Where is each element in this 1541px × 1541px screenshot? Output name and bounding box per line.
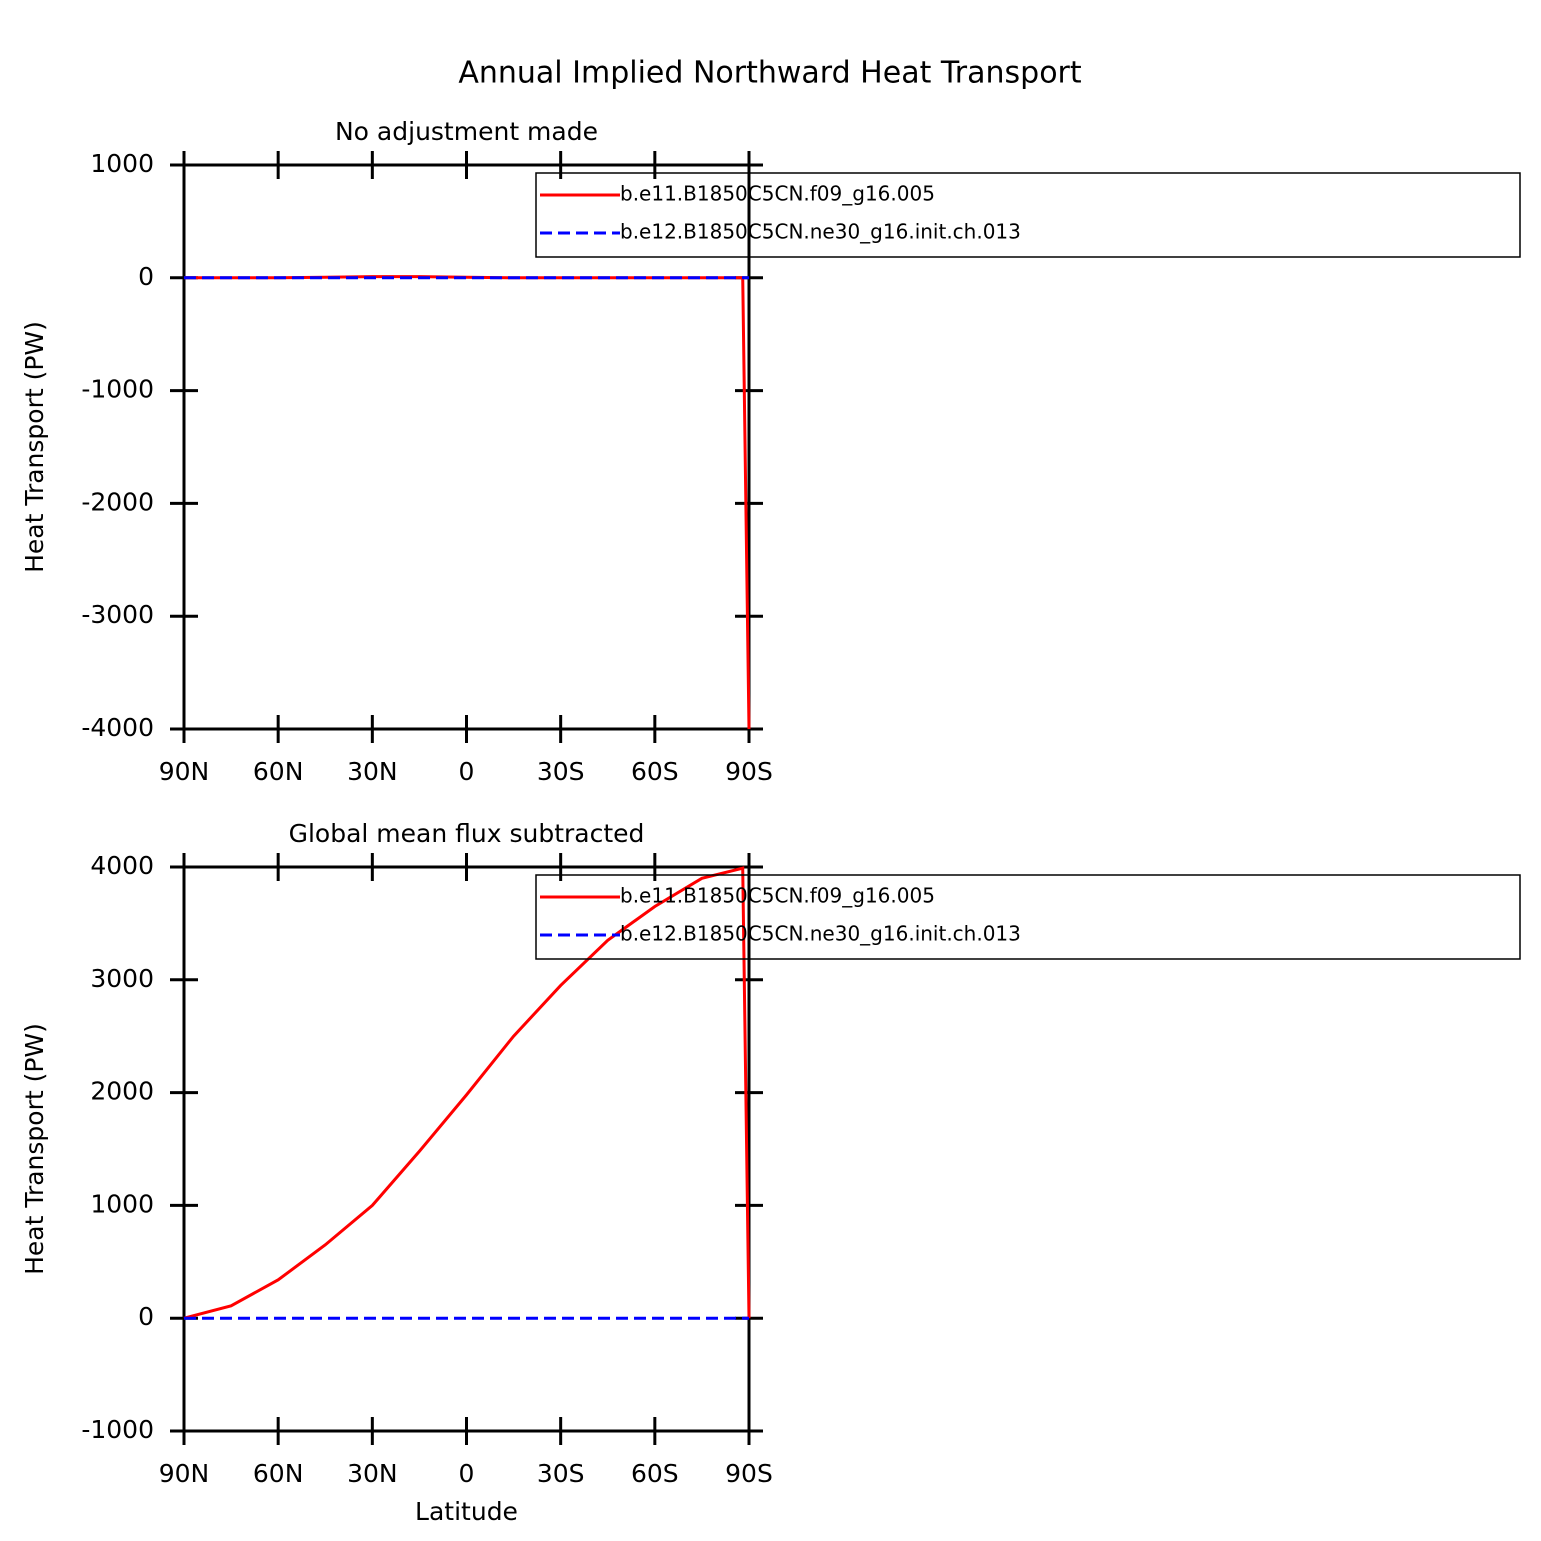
y-axis-label: Heat Transport (PW)	[20, 1023, 49, 1275]
y-tick-label: 0	[138, 1302, 154, 1331]
y-tick-label: -3000	[81, 600, 154, 629]
x-tick-label: 30N	[347, 757, 398, 786]
y-tick-label: 1000	[90, 1189, 154, 1218]
y-tick-label: -1000	[81, 1415, 154, 1444]
x-tick-label: 90S	[725, 1459, 773, 1488]
x-tick-label: 0	[459, 1459, 475, 1488]
panel-title: Global mean flux subtracted	[289, 819, 645, 848]
legend-label: b.e12.B1850C5CN.ne30_g16.init.ch.013	[620, 220, 1021, 244]
x-tick-label: 60S	[631, 1459, 679, 1488]
legend-box	[535, 874, 1521, 960]
legend-label: b.e12.B1850C5CN.ne30_g16.init.ch.013	[620, 922, 1021, 946]
x-tick-label: 0	[459, 757, 475, 786]
y-tick-label: 3000	[90, 964, 154, 993]
y-axis-label: Heat Transport (PW)	[20, 321, 49, 573]
y-tick-label: -2000	[81, 487, 154, 516]
legend-box	[535, 172, 1521, 258]
legend-label: b.e11.B1850C5CN.f09_g16.005	[620, 182, 935, 206]
series-line	[184, 275, 751, 730]
x-axis-label: Latitude	[415, 1497, 518, 1526]
x-tick-label: 60N	[253, 757, 304, 786]
plot-frame	[182, 865, 751, 1433]
y-tick-label: 2000	[90, 1077, 154, 1106]
panel-title: No adjustment made	[335, 117, 598, 146]
x-tick-label: 60N	[253, 1459, 304, 1488]
x-tick-label: 60S	[631, 757, 679, 786]
x-tick-label: 30S	[537, 1459, 585, 1488]
series-line	[183, 866, 751, 1320]
plot-frame	[182, 163, 751, 731]
x-tick-label: 90N	[159, 1459, 210, 1488]
y-tick-label: 1000	[90, 149, 154, 178]
y-tick-label: -1000	[81, 375, 154, 404]
figure-title: Annual Implied Northward Heat Transport	[458, 56, 1082, 91]
x-tick-label: 30N	[347, 1459, 398, 1488]
x-tick-label: 90S	[725, 757, 773, 786]
y-tick-label: 4000	[90, 851, 154, 880]
legend-label: b.e11.B1850C5CN.f09_g16.005	[620, 884, 935, 908]
x-tick-label: 90N	[159, 757, 210, 786]
x-tick-label: 30S	[537, 757, 585, 786]
y-tick-label: 0	[138, 262, 154, 291]
y-tick-label: -4000	[81, 713, 154, 742]
